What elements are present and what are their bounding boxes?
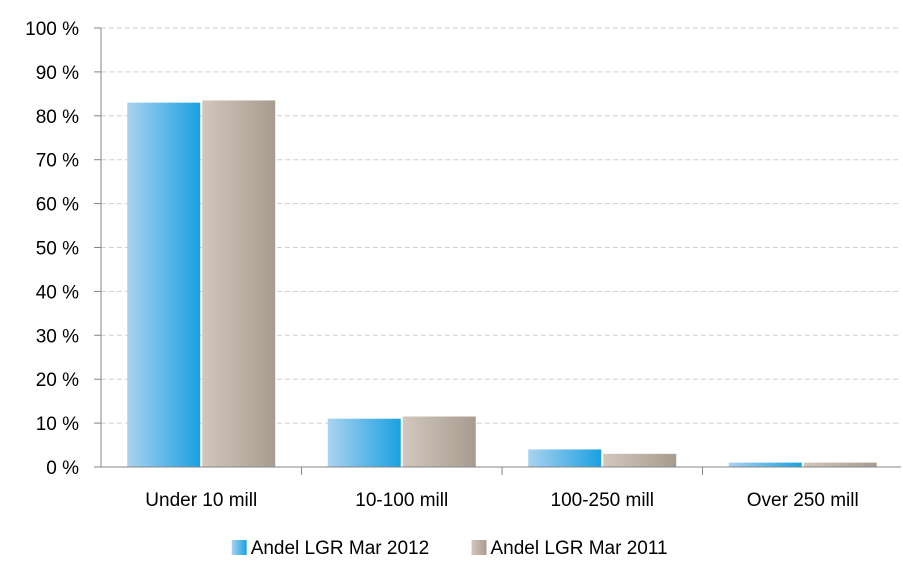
y-tick-label: 100 %: [25, 19, 79, 40]
legend-label: Andel LGR Mar 2011: [491, 538, 668, 559]
y-tick-label: 90 %: [36, 63, 79, 84]
bar: [603, 453, 677, 467]
gridlines: [101, 27, 901, 424]
legend: Andel LGR Mar 2012 Andel LGR Mar 2011: [231, 538, 668, 559]
bar: [327, 418, 401, 467]
y-tick-label: 10 %: [36, 414, 79, 435]
y-tick-label: 30 %: [36, 326, 79, 347]
legend-swatch: [471, 540, 487, 555]
bar: [528, 449, 602, 467]
legend-swatch: [231, 540, 247, 555]
y-tick-label: 40 %: [36, 282, 79, 303]
bar: [728, 462, 802, 467]
bars: [127, 100, 877, 467]
y-tick-label: 20 %: [36, 370, 79, 391]
y-tick-label: 0 %: [46, 458, 79, 479]
x-tick-labels: Under 10 mill 10-100 mill 100-250 mill Over…: [145, 490, 858, 511]
axes: [94, 27, 901, 475]
bar: [402, 416, 476, 467]
y-tick-label: 80 %: [36, 107, 79, 128]
y-tick-label: 50 %: [36, 239, 79, 260]
legend-label: Andel LGR Mar 2012: [251, 538, 430, 559]
y-tick-labels: 0 % 10 % 20 % 30 % 40 % 50 % 60 % 70 % 80 % 90 % 1…: [25, 19, 79, 479]
y-tick-label: 60 %: [36, 195, 79, 216]
bar: [803, 462, 877, 467]
x-tick-label: Under 10 mill: [145, 490, 257, 511]
bar: [202, 100, 276, 467]
bar: [127, 102, 201, 467]
x-tick-label: 10-100 mill: [355, 490, 448, 511]
x-tick-label: 100-250 mill: [551, 490, 655, 511]
x-tick-label: Over 250 mill: [747, 490, 859, 511]
y-tick-label: 70 %: [36, 151, 79, 172]
